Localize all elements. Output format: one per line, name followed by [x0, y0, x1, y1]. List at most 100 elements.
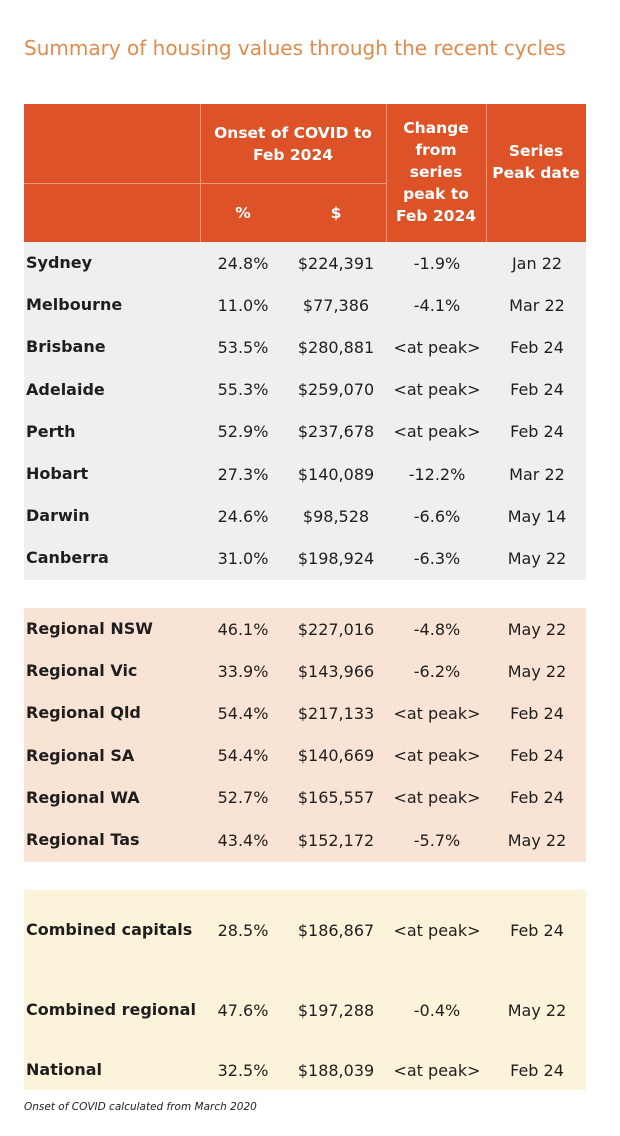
- row-pct: 52.9%: [217, 422, 269, 442]
- row-value: $152,172: [297, 830, 375, 850]
- table-row: Regional Vic 33.9% $143,966 -6.2% May 22: [24, 650, 586, 692]
- table-row: Regional NSW 46.1% $227,016 -4.8% May 22: [24, 608, 586, 650]
- row-pct: 52.7%: [217, 788, 269, 808]
- row-name: Combined capitals: [26, 920, 193, 939]
- row-value: $98,528: [302, 506, 370, 526]
- row-peak-date: May 14: [507, 506, 567, 526]
- table-row: Regional WA 52.7% $165,557 <at peak> Feb 24: [24, 777, 586, 819]
- table-row: Adelaide 55.3% $259,070 <at peak> Feb 24: [24, 369, 586, 411]
- row-change: <at peak>: [393, 788, 481, 808]
- header-divider: [200, 104, 201, 242]
- table-row: Melbourne 11.0% $77,386 -4.1% Mar 22: [24, 284, 586, 326]
- table-row: Combined capitals 28.5% $186,867 <at peak> F…: [24, 890, 586, 970]
- row-change: <at peak>: [393, 1060, 481, 1080]
- row-peak-date: Feb 24: [510, 703, 564, 723]
- capitals-block: Sydney 24.8% $224,391 -1.9% Jan 22 Melbourne 1…: [24, 242, 586, 580]
- row-pct: 53.5%: [217, 337, 269, 357]
- page-title: Summary of housing values through the re…: [24, 36, 566, 60]
- row-value: $217,133: [297, 703, 375, 723]
- table-row: Darwin 24.6% $98,528 -6.6% May 14: [24, 495, 586, 537]
- row-name: Regional Qld: [26, 703, 141, 723]
- row-pct: 46.1%: [217, 619, 269, 639]
- row-pct: 54.4%: [217, 746, 269, 766]
- row-name: National: [26, 1060, 102, 1079]
- row-change: -6.6%: [413, 506, 461, 526]
- row-value: $77,386: [302, 295, 370, 315]
- row-change: -0.4%: [413, 1000, 461, 1020]
- row-pct: 27.3%: [217, 464, 269, 484]
- row-peak-date: Feb 24: [510, 788, 564, 808]
- row-pct: 24.6%: [217, 506, 269, 526]
- header-divider: [24, 183, 386, 184]
- table-header-wrap: Onset of COVID to Feb 2024 % $ Change fr…: [24, 104, 586, 242]
- row-pct: 24.8%: [217, 253, 269, 273]
- row-peak-date: Feb 24: [510, 337, 564, 357]
- row-value: $198,924: [297, 548, 375, 568]
- footnote: Onset of COVID calculated from March 202…: [24, 1101, 257, 1113]
- row-pct: 33.9%: [217, 661, 269, 681]
- row-change: <at peak>: [393, 337, 481, 357]
- row-change: <at peak>: [393, 422, 481, 442]
- row-name: Regional SA: [26, 745, 135, 765]
- row-name: Combined regional: [26, 1000, 196, 1019]
- header-dollar: $: [330, 204, 342, 222]
- row-value: $140,089: [297, 464, 375, 484]
- row-name: Melbourne: [26, 295, 123, 315]
- row-peak-date: May 22: [507, 1000, 567, 1020]
- table-row: Regional SA 54.4% $140,669 <at peak> Feb 24: [24, 735, 586, 777]
- row-peak-date: May 22: [507, 548, 567, 568]
- row-value: $143,966: [297, 661, 375, 681]
- row-value: $165,557: [297, 788, 375, 808]
- header-onset: Onset of COVID to Feb 2024: [214, 124, 372, 164]
- row-change: -4.8%: [413, 619, 461, 639]
- row-value: $224,391: [297, 253, 375, 273]
- row-pct: 31.0%: [217, 548, 269, 568]
- row-pct: 55.3%: [217, 380, 269, 400]
- row-value: $140,669: [297, 746, 375, 766]
- table-row: Perth 52.9% $237,678 <at peak> Feb 24: [24, 411, 586, 453]
- row-value: $197,288: [297, 1000, 375, 1020]
- regionals-block: Regional NSW 46.1% $227,016 -4.8% May 22 Regi…: [24, 608, 586, 862]
- row-pct: 43.4%: [217, 830, 269, 850]
- row-peak-date: Feb 24: [510, 746, 564, 766]
- row-name: Regional Vic: [26, 661, 138, 681]
- row-name: Hobart: [26, 464, 89, 484]
- table-row: National 32.5% $188,039 <at peak> Feb 24: [24, 1050, 586, 1090]
- row-change: -4.1%: [413, 295, 461, 315]
- row-pct: 11.0%: [217, 295, 269, 315]
- row-change: <at peak>: [393, 746, 481, 766]
- row-peak-date: Feb 24: [510, 422, 564, 442]
- header-change: Change from series peak to Feb 2024: [395, 119, 477, 225]
- header-peak-date: Series Peak date: [492, 142, 580, 182]
- header-divider: [486, 104, 487, 242]
- row-peak-date: Jan 22: [511, 253, 563, 273]
- table-row: Combined regional 47.6% $197,288 -0.4% May 2…: [24, 970, 586, 1050]
- row-peak-date: Mar 22: [509, 464, 565, 484]
- row-change: -1.9%: [413, 253, 461, 273]
- row-name: Darwin: [26, 506, 90, 526]
- row-change: -6.3%: [413, 548, 461, 568]
- table-row: Brisbane 53.5% $280,881 <at peak> Feb 24: [24, 326, 586, 368]
- table-row: Regional Qld 54.4% $217,133 <at peak> Feb 24: [24, 692, 586, 734]
- row-peak-date: May 22: [507, 661, 567, 681]
- table-row: Hobart 27.3% $140,089 -12.2% Mar 22: [24, 453, 586, 495]
- row-name: Regional NSW: [26, 619, 153, 639]
- row-value: $237,678: [297, 422, 375, 442]
- row-name: Canberra: [26, 548, 109, 568]
- row-name: Perth: [26, 421, 76, 441]
- row-peak-date: Feb 24: [510, 380, 564, 400]
- table-row: Regional Tas 43.4% $152,172 -5.7% May 22: [24, 819, 586, 861]
- row-value: $188,039: [297, 1060, 375, 1080]
- header-pct: %: [235, 204, 251, 222]
- row-pct: 47.6%: [217, 1000, 269, 1020]
- row-value: $186,867: [297, 920, 375, 940]
- row-peak-date: Mar 22: [509, 295, 565, 315]
- table-header: Onset of COVID to Feb 2024 % $ Change fr…: [24, 104, 586, 242]
- row-change: -6.2%: [413, 661, 461, 681]
- row-name: Regional WA: [26, 787, 140, 807]
- row-value: $227,016: [297, 619, 375, 639]
- header-divider: [386, 104, 387, 242]
- row-peak-date: Feb 24: [510, 920, 564, 940]
- row-change: <at peak>: [393, 703, 481, 723]
- row-change: <at peak>: [393, 380, 481, 400]
